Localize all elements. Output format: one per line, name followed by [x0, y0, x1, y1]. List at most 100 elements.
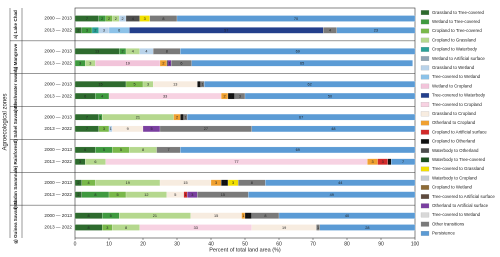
period-label: 2013 — 2022	[44, 28, 72, 33]
segment-label: 2	[224, 181, 226, 185]
period-label: 2013 — 2022	[44, 225, 72, 230]
segment-label: 8	[264, 214, 266, 218]
segment-label: 3	[147, 83, 149, 87]
group-label: d) Sahel Savannah	[13, 102, 18, 143]
legend-label: Tree-covered to Grassland	[432, 166, 485, 171]
legend-swatch	[420, 83, 430, 89]
period-label: 2013 — 2022	[44, 159, 72, 164]
x-tick-label: 80	[344, 241, 350, 247]
x-tick-label: 0	[74, 241, 77, 247]
segment-label: 1	[242, 214, 244, 218]
legend-swatch	[420, 74, 430, 80]
segment-label: 3	[144, 17, 146, 21]
legend-label: Waterbody to Tree-covered	[432, 157, 486, 162]
legend-label: Persistence	[432, 231, 455, 236]
segment-label: 21	[136, 115, 140, 119]
legend-label: Grassland to Wetland	[432, 65, 475, 70]
segment-label: 21	[153, 214, 157, 218]
segment-label: 6	[180, 62, 182, 66]
segment-label: 2	[108, 17, 110, 21]
legend-swatch	[420, 129, 430, 135]
segment-label: 15	[221, 193, 225, 197]
segment-label: 7	[86, 127, 88, 131]
segment-label: 5	[174, 193, 176, 197]
legend-label: Wetland to Tree-covered	[432, 19, 481, 24]
legend-swatch	[420, 92, 430, 98]
group-label: a) Lake Chad	[13, 10, 18, 39]
segment-label: 5	[120, 148, 122, 152]
segment-label: 8	[88, 214, 90, 218]
legend-label: Cropland to Otherland	[432, 139, 476, 144]
x-tick-label: 10	[106, 241, 112, 247]
legend-swatch	[420, 102, 430, 108]
segment-label: 3	[103, 29, 105, 33]
legend-swatch	[420, 148, 430, 154]
segment-label: 2	[77, 29, 79, 33]
period-label: 2000 — 2013	[44, 49, 72, 54]
period-label: 2000 — 2013	[44, 81, 72, 86]
segment-label: 13	[95, 50, 99, 54]
legend-swatch	[420, 120, 430, 126]
segment-label: 19	[126, 62, 130, 66]
period-label: 2013 — 2022	[44, 192, 72, 197]
segment-label: 8	[251, 181, 253, 185]
bar-segment	[204, 81, 416, 88]
period-label: 2000 — 2013	[44, 114, 72, 119]
legend-swatch	[420, 37, 430, 43]
segment-label: 13	[173, 83, 177, 87]
legend-label: Waterbody to Otherland	[432, 148, 479, 153]
legend-swatch	[420, 221, 430, 227]
segment-label: 15	[98, 83, 102, 87]
legend-swatch	[420, 194, 430, 200]
group-label: b) Mangrove	[13, 43, 18, 71]
segment-label: 6	[94, 160, 96, 164]
legend-label: Other transitions	[432, 221, 465, 226]
segment-label: 1	[198, 83, 200, 87]
segment-label: 57	[224, 29, 228, 33]
legend-label: Cropland to Grassland	[432, 37, 476, 42]
x-tick-label: 30	[174, 241, 180, 247]
segment-label: 2	[224, 94, 226, 98]
segment-label: 4	[132, 50, 134, 54]
segment-label: 3	[382, 160, 384, 164]
segment-label: 3	[371, 160, 373, 164]
segment-label: 1	[168, 62, 170, 66]
segment-label: 12	[144, 193, 148, 197]
bar-segment	[180, 146, 416, 154]
segment-label: 33	[194, 226, 198, 230]
segment-label: 4	[101, 94, 103, 98]
segment-label: 5	[150, 127, 152, 131]
bar-segment	[191, 60, 413, 67]
segment-label: 1	[184, 193, 186, 197]
segment-label: 7	[86, 115, 88, 119]
segment-label: 2	[162, 62, 164, 66]
legend-swatch	[420, 46, 430, 52]
segment-label: 9	[127, 127, 129, 131]
legend-label: Tree-covered to Cropland	[432, 102, 482, 107]
legend-swatch	[420, 212, 430, 218]
bar-segment	[391, 158, 416, 165]
legend-label: Cropland to Tree-covered	[432, 28, 482, 33]
legend-label: Wetland to Cropland	[432, 83, 473, 88]
segment-label: 44	[338, 181, 342, 185]
segment-label: 6	[84, 94, 86, 98]
segment-label: 3	[79, 160, 81, 164]
segment-label: 70	[294, 17, 298, 21]
legend-label: Grassland to Cropland	[432, 111, 476, 116]
legend-label: Tree-covered to Wetland	[432, 74, 481, 79]
segment-label: 1	[317, 226, 319, 230]
legend-swatch	[420, 203, 430, 209]
legend-label: Otherland to Artificial surface	[432, 203, 489, 208]
segment-label: 49	[330, 193, 334, 197]
segment-label: 6	[118, 29, 120, 33]
legend-swatch	[420, 157, 430, 163]
segment-label: 2	[122, 17, 124, 21]
segment-label: 8	[94, 193, 96, 197]
legend-label: Tree-covered to Wetland	[432, 212, 481, 217]
segment-label: 1	[388, 160, 390, 164]
x-tick-label: 50	[242, 241, 248, 247]
x-tick-label: 90	[378, 241, 384, 247]
x-tick-label: 100	[411, 241, 420, 247]
group-label: c) Freshwater swamp	[13, 67, 18, 114]
